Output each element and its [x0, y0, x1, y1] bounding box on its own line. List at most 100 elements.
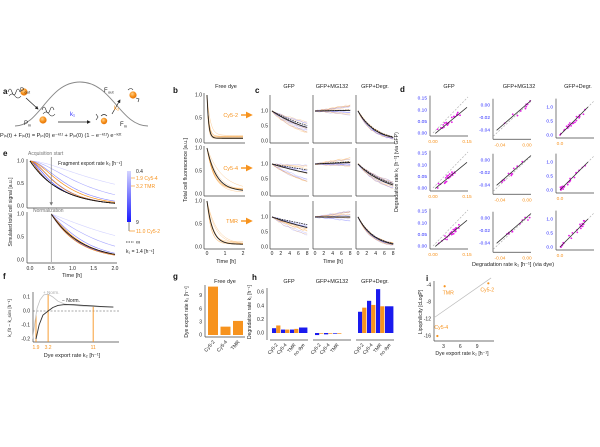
c-trace — [314, 110, 351, 113]
d-xtick-label: 0.0 — [557, 196, 564, 202]
c-mean-curve — [357, 216, 394, 245]
d-xtick-label: 0.00 — [522, 197, 532, 203]
c-mean-curve — [271, 110, 308, 128]
h-bar-via-dye — [328, 333, 333, 334]
d-ytick-label: 0.05 — [418, 232, 428, 238]
c-trace — [357, 111, 394, 139]
d-data-point — [503, 179, 506, 182]
c-trace — [314, 104, 351, 112]
d-xtick-label: 0.0 — [557, 253, 564, 259]
d-data-point — [446, 238, 448, 241]
c-xtick-label: 2 — [322, 251, 325, 257]
d-ytick-label: -0.04 — [479, 128, 490, 134]
d-ytick-label: -0.04 — [479, 241, 490, 247]
c-mean-curve — [271, 216, 308, 228]
h-bar-via-dye — [294, 328, 299, 333]
f-in-subscript: in — [124, 124, 127, 129]
d-ytick-label: 0.05 — [418, 174, 428, 180]
d-data-point — [450, 233, 453, 236]
b-dye-label: Cy5-4 — [223, 166, 238, 172]
h-xtick-label: Cy5-4 — [276, 342, 289, 356]
h-bar-via-dye — [362, 307, 367, 333]
d-fit-line — [435, 107, 468, 134]
e-ylabel: Simulated total cell signal [a.u.] — [8, 177, 14, 247]
g-ytick-label: 6 — [199, 306, 202, 312]
c-xtick-label: 2 — [365, 251, 368, 257]
b-ylabel: Total cell fluorescence [a.u.] — [183, 137, 189, 202]
c-trace — [314, 158, 351, 164]
d-column-title: GFP — [443, 84, 455, 90]
d-xtick-label: 0.15 — [462, 139, 472, 145]
c-trace — [271, 217, 308, 234]
c-ytick-label: 1.0 — [261, 109, 268, 115]
c-trace — [357, 164, 394, 189]
b-trace — [206, 147, 244, 193]
i-ytick-label: -12 — [424, 317, 431, 323]
d-data-point — [511, 230, 514, 233]
panel-label-f: f — [3, 272, 6, 281]
d-ytick-label: 0.5 — [546, 231, 553, 237]
d-ytick-label: 0.0 — [546, 245, 553, 251]
d-data-point — [446, 124, 449, 127]
h-bar-via-gfp — [358, 311, 363, 333]
c-xtick-label: 2 — [279, 251, 282, 257]
c-mean-gfp-curve — [271, 216, 308, 225]
d-xtick-label: 0.00 — [522, 255, 532, 261]
d-data-point — [571, 231, 574, 234]
c-trace — [357, 164, 394, 183]
h-ytick-label: 0.0 — [257, 331, 264, 337]
c-trace — [271, 110, 308, 131]
c-trace — [271, 163, 308, 166]
d-data-point — [444, 181, 447, 183]
f-ytick-label: 0.1 — [23, 295, 30, 301]
panel-label-i: i — [426, 274, 428, 283]
d-fit-line — [435, 220, 468, 247]
d-ytick-label: 1.0 — [546, 105, 553, 111]
f-ytick-label: 0.0 — [23, 309, 30, 315]
d-data-point — [570, 237, 573, 240]
i-trend-line — [433, 277, 492, 319]
i-point-label: Cy5-2 — [480, 287, 494, 293]
e-xtick-label: 1.0 — [69, 266, 76, 272]
c-trace — [357, 111, 394, 140]
b-mean-curve — [206, 200, 244, 245]
c-trace — [357, 111, 394, 140]
c-trace — [314, 211, 351, 218]
dye-ball-exported-icon — [129, 91, 137, 99]
legend-cy5-4: 1.9 Cy5-4 — [136, 176, 158, 182]
d-ytick-label: 0.0 — [546, 188, 553, 194]
e-colorbar — [127, 171, 131, 222]
c-trace — [314, 211, 351, 218]
c-trace — [357, 110, 394, 140]
p-out-label: P — [20, 88, 24, 94]
g-xtick-label: TMR — [230, 339, 242, 351]
panel-label-a: a — [3, 87, 8, 96]
d-data-point — [578, 116, 580, 119]
h-ytick-label: 0.6 — [257, 290, 264, 296]
c-trace — [271, 110, 308, 133]
c-trace — [314, 213, 351, 218]
c-trace — [314, 163, 351, 167]
h-bar-via-dye — [337, 333, 342, 334]
d-data-point — [562, 188, 565, 190]
b-ytick-label: 0.5 — [195, 116, 202, 122]
d-data-point — [516, 114, 519, 117]
p-in-subscript: in — [28, 123, 31, 128]
c-trace — [357, 111, 394, 140]
c-trace — [271, 110, 308, 124]
c-trace — [271, 163, 308, 180]
c-mean-gfp-curve — [314, 109, 351, 112]
d-ytick-label: 0.00 — [418, 186, 428, 192]
g-xtick-label: Cy5-2 — [203, 339, 216, 353]
b-ytick-label: 0.0 — [195, 245, 202, 251]
d-xlabel: Degradation rate k₁ [h⁻¹] (via dye) — [472, 262, 554, 268]
f-in-label: F — [120, 122, 124, 128]
e-xtick-label: 0.5 — [48, 266, 55, 272]
cell-outline — [14, 81, 149, 127]
d-data-point — [519, 110, 522, 112]
c-xtick-label: 8 — [392, 251, 395, 257]
c-trace — [271, 163, 308, 182]
i-xtick-label: 6 — [459, 344, 462, 350]
c-trace — [271, 216, 308, 231]
d-ytick-label: -0.04 — [479, 183, 490, 189]
